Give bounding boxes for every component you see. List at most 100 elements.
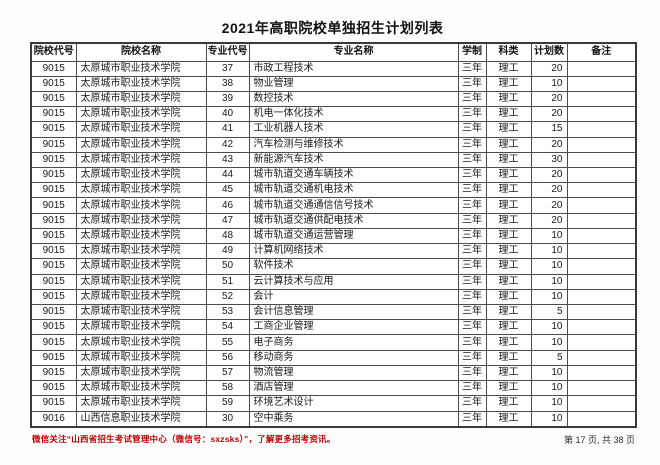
cell-remark (566, 334, 637, 351)
table-row: 9015 太原城市职业技术学院 48 城市轨道交通运营管理 三年 理工 10 (30, 227, 637, 245)
cell-duration: 三年 (457, 273, 487, 290)
cell-plan-count: 10 (530, 258, 568, 275)
cell-plan-count: 20 (530, 136, 568, 153)
cell-plan-count: 10 (530, 273, 568, 290)
cell-category: 理工 (485, 197, 532, 214)
cell-duration: 三年 (457, 380, 487, 397)
cell-college-name: 太原城市职业技术学院 (75, 319, 207, 336)
table-row: 9015 太原城市职业技术学院 37 市政工程技术 三年 理工 20 (30, 60, 637, 77)
cell-major-name: 云计算技术与应用 (248, 273, 459, 290)
table-row: 9015 太原城市职业技术学院 44 城市轨道交通车辆技术 三年 理工 20 (30, 167, 637, 184)
cell-college-name: 太原城市职业技术学院 (75, 227, 207, 245)
cell-college-code: 9015 (30, 349, 77, 366)
cell-category: 理工 (485, 395, 532, 412)
cell-major-code: 57 (205, 364, 250, 382)
cell-college-name: 太原城市职业技术学院 (75, 380, 207, 397)
column-header-college-code: 院校代号 (30, 42, 77, 62)
cell-duration: 三年 (457, 167, 487, 184)
cell-category: 理工 (485, 60, 532, 77)
cell-remark (566, 303, 637, 321)
cell-major-code: 39 (205, 90, 250, 108)
cell-major-code: 48 (205, 227, 250, 245)
cell-college-code: 9015 (30, 90, 77, 108)
cell-remark (566, 364, 637, 382)
cell-remark (566, 182, 637, 199)
cell-college-code: 9015 (30, 106, 77, 123)
cell-major-code: 59 (205, 395, 250, 412)
cell-college-code: 9015 (30, 136, 77, 153)
cell-plan-count: 10 (530, 364, 568, 382)
cell-remark (566, 167, 637, 184)
cell-college-code: 9015 (30, 151, 77, 169)
cell-major-name: 工业机器人技术 (248, 121, 459, 138)
cell-category: 理工 (485, 258, 532, 275)
cell-duration: 三年 (457, 90, 487, 108)
cell-duration: 三年 (457, 136, 487, 153)
cell-major-code: 38 (205, 75, 250, 92)
cell-college-code: 9015 (30, 303, 77, 321)
cell-duration: 三年 (457, 364, 487, 382)
cell-remark (566, 106, 637, 123)
cell-major-code: 41 (205, 121, 250, 138)
cell-college-code: 9015 (30, 182, 77, 199)
table-row: 9015 太原城市职业技术学院 45 城市轨道交通机电技术 三年 理工 20 (30, 182, 637, 199)
cell-remark (566, 136, 637, 153)
cell-remark (566, 288, 637, 306)
cell-plan-count: 10 (530, 319, 568, 336)
cell-duration: 三年 (457, 227, 487, 245)
cell-duration: 三年 (457, 243, 487, 260)
cell-duration: 三年 (457, 197, 487, 214)
cell-college-name: 太原城市职业技术学院 (75, 90, 207, 108)
table-row: 9015 太原城市职业技术学院 40 机电一体化技术 三年 理工 20 (30, 106, 637, 123)
cell-major-name: 软件技术 (248, 258, 459, 275)
cell-remark (566, 319, 637, 336)
cell-college-code: 9015 (30, 334, 77, 351)
cell-plan-count: 20 (530, 212, 568, 229)
cell-college-code: 9015 (30, 197, 77, 214)
cell-category: 理工 (485, 227, 532, 245)
table-row: 9015 太原城市职业技术学院 57 物流管理 三年 理工 10 (30, 364, 637, 382)
cell-major-code: 50 (205, 258, 250, 275)
table-header-row: 院校代号 院校名称 专业代号 专业名称 学制 科类 计划数 备注 (30, 42, 637, 62)
cell-major-code: 30 (205, 410, 250, 428)
cell-category: 理工 (485, 349, 532, 366)
cell-college-name: 太原城市职业技术学院 (75, 212, 207, 229)
cell-major-code: 45 (205, 182, 250, 199)
cell-remark (566, 380, 637, 397)
cell-college-name: 太原城市职业技术学院 (75, 288, 207, 306)
cell-major-code: 51 (205, 273, 250, 290)
cell-college-code: 9015 (30, 75, 77, 92)
cell-plan-count: 5 (530, 303, 568, 321)
cell-category: 理工 (485, 243, 532, 260)
table-row: 9015 太原城市职业技术学院 50 软件技术 三年 理工 10 (30, 258, 637, 275)
cell-major-name: 物业管理 (248, 75, 459, 92)
column-header-major-code: 专业代号 (205, 42, 250, 62)
cell-category: 理工 (485, 75, 532, 92)
cell-major-name: 移动商务 (248, 349, 459, 366)
cell-major-code: 53 (205, 303, 250, 321)
cell-major-code: 56 (205, 349, 250, 366)
cell-remark (566, 243, 637, 260)
table-row: 9015 太原城市职业技术学院 54 工商企业管理 三年 理工 10 (30, 319, 637, 336)
cell-major-code: 42 (205, 136, 250, 153)
cell-major-code: 52 (205, 288, 250, 306)
cell-major-name: 新能源汽车技术 (248, 151, 459, 169)
cell-remark (566, 197, 637, 214)
cell-major-code: 40 (205, 106, 250, 123)
cell-duration: 三年 (457, 334, 487, 351)
cell-duration: 三年 (457, 151, 487, 169)
cell-major-name: 工商企业管理 (248, 319, 459, 336)
cell-college-code: 9015 (30, 288, 77, 306)
cell-college-code: 9015 (30, 167, 77, 184)
cell-major-name: 城市轨道交通车辆技术 (248, 167, 459, 184)
cell-category: 理工 (485, 273, 532, 290)
page-number-info: 第 17 页, 共 38 页 (563, 435, 635, 445)
cell-major-code: 58 (205, 380, 250, 397)
cell-major-code: 54 (205, 319, 250, 336)
table-row: 9015 太原城市职业技术学院 39 数控技术 三年 理工 20 (30, 90, 637, 108)
cell-college-name: 太原城市职业技术学院 (75, 182, 207, 199)
table-row: 9015 太原城市职业技术学院 58 酒店管理 三年 理工 10 (30, 380, 637, 397)
table-row: 9015 太原城市职业技术学院 52 会计 三年 理工 10 (30, 288, 637, 306)
cell-duration: 三年 (457, 60, 487, 77)
